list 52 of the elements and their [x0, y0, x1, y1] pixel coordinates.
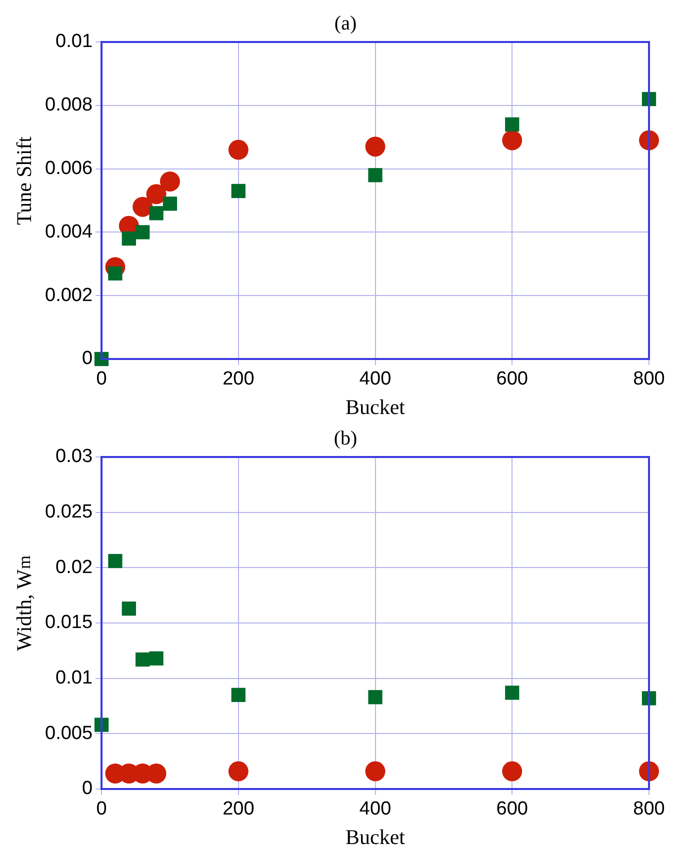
- point: [505, 117, 520, 132]
- x-tick-label: 600: [496, 798, 528, 820]
- chart-title: (b): [334, 427, 358, 450]
- point: [231, 184, 246, 198]
- point: [160, 171, 180, 192]
- point: [365, 136, 386, 157]
- y-tick-label: 0: [82, 778, 93, 800]
- x-tick-label: 600: [496, 368, 528, 390]
- point: [122, 602, 136, 616]
- y-tick-label: 0.002: [45, 284, 93, 306]
- point: [149, 651, 164, 666]
- y-tick-label: 0.008: [45, 94, 93, 116]
- point: [108, 266, 122, 280]
- x-tick-label: 0: [96, 798, 107, 820]
- y-tick-label: 0.01: [56, 31, 93, 52]
- point: [365, 761, 386, 782]
- y-axis-title: Tune Shift: [11, 135, 37, 227]
- point: [136, 225, 150, 240]
- x-tick-label: 400: [359, 368, 392, 390]
- y-tick-label: 0.025: [45, 502, 93, 523]
- x-tick-label: 400: [359, 798, 392, 820]
- point: [108, 554, 122, 568]
- point: [136, 652, 150, 667]
- x-tick-label: 0: [96, 368, 107, 390]
- point: [231, 688, 246, 702]
- y-tick-label: 0.004: [45, 221, 93, 242]
- point: [132, 196, 153, 217]
- y-tick-label: 0.01: [56, 668, 93, 689]
- point: [146, 184, 166, 204]
- point: [149, 206, 164, 220]
- point: [228, 140, 248, 160]
- x-axis-title: Bucket: [346, 824, 406, 849]
- x-tick-label: 800: [633, 368, 665, 390]
- x-tick-label: 800: [633, 798, 665, 820]
- point: [505, 686, 520, 700]
- point: [502, 761, 522, 782]
- point: [122, 231, 136, 246]
- y-tick-label: 0.02: [56, 556, 93, 578]
- point: [162, 196, 178, 211]
- point: [502, 130, 522, 150]
- y-tick-label: 0.006: [45, 158, 93, 180]
- point: [368, 168, 382, 182]
- x-axis-title: Bucket: [346, 394, 406, 419]
- y-tick-label: 0.03: [56, 446, 93, 468]
- y-tick-label: 0.015: [45, 612, 93, 634]
- y-tick-label: 0.005: [45, 722, 93, 744]
- y-tick-label: 0: [82, 348, 93, 370]
- point: [368, 690, 382, 704]
- chart-title: (a): [334, 12, 357, 34]
- point: [228, 761, 248, 782]
- x-tick-label: 200: [222, 798, 254, 820]
- x-tick-label: 200: [222, 368, 254, 390]
